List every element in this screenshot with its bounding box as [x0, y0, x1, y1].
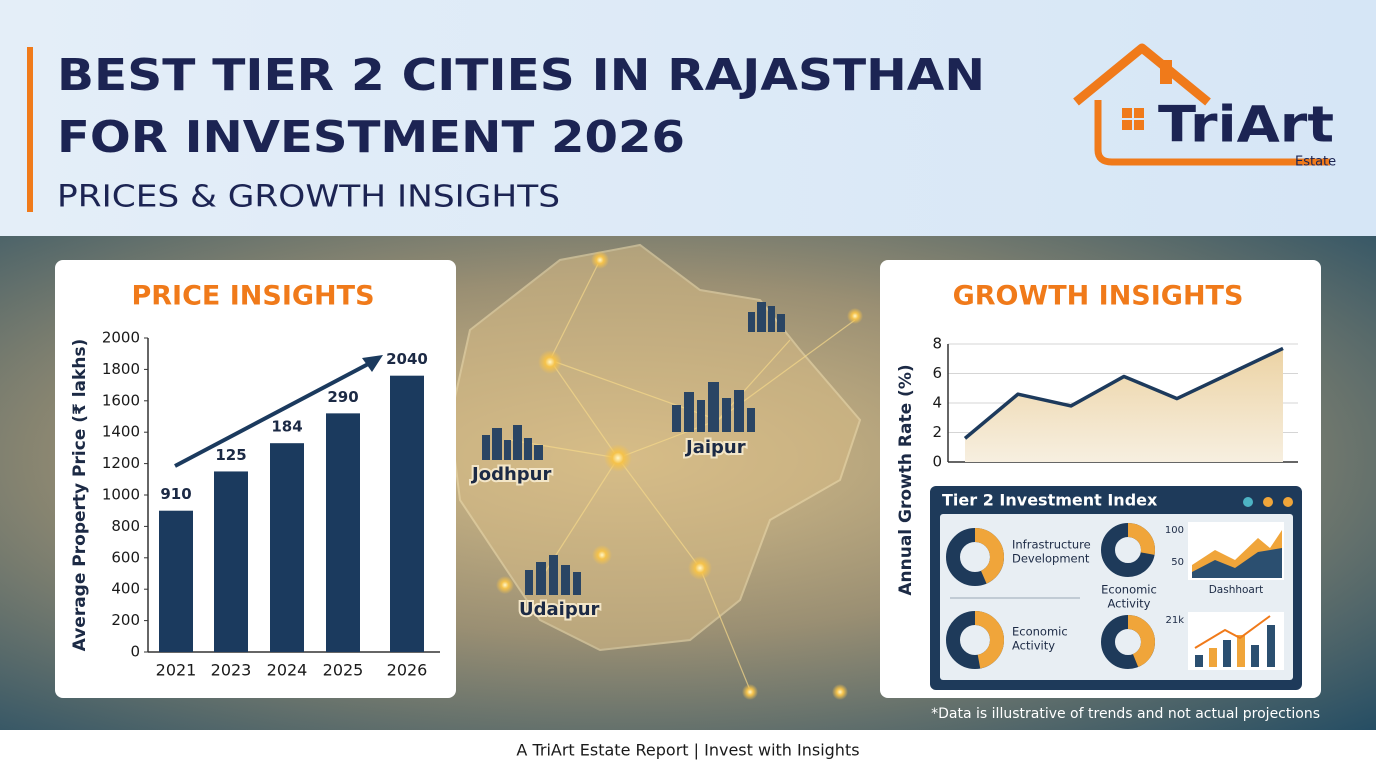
- y-tick-label: 1400: [102, 423, 140, 441]
- y-tick-label: 8: [932, 335, 942, 353]
- y-tick-label: 600: [111, 548, 140, 566]
- x-tick-label: 2026: [387, 661, 428, 680]
- x-tick-label: 2021: [156, 661, 197, 680]
- bar-label: 290: [327, 388, 358, 406]
- bar: [159, 510, 193, 652]
- bar: [214, 471, 248, 652]
- bar-label: 910: [160, 485, 191, 503]
- index-label: Activity: [1012, 639, 1055, 653]
- y-tick-label: 800: [111, 517, 140, 535]
- logo: TriArt Estate: [1073, 43, 1336, 170]
- bar-label: 2040: [386, 350, 428, 368]
- mini-tick: 50: [1171, 557, 1184, 568]
- title-line: BEST TIER 2 CITIES IN RAJASTHAN: [57, 50, 985, 101]
- title-line: FOR INVESTMENT 2026: [57, 112, 685, 163]
- city-label: Jodhpur: [470, 464, 551, 485]
- index-title: Tier 2 Investment Index: [942, 491, 1158, 510]
- y-tick-label: 1200: [102, 454, 140, 472]
- index-label: Economic: [1101, 583, 1157, 597]
- bar: [326, 413, 360, 652]
- y-tick-label: 1000: [102, 486, 140, 504]
- index-label: Development: [1012, 552, 1090, 566]
- city-label: Jaipur: [684, 437, 746, 458]
- y-tick-label: 6: [932, 364, 942, 382]
- logo-tagline: Estate: [1295, 155, 1336, 170]
- y-tick-label: 2: [932, 423, 942, 441]
- trend-arrowhead: [362, 355, 383, 372]
- footer: A TriArt Estate Report | Invest with Ins…: [516, 741, 859, 760]
- line: [963, 346, 1284, 440]
- mini-tick: 21k: [1165, 615, 1184, 626]
- bar-label: 125: [215, 446, 246, 464]
- bar: [270, 443, 304, 652]
- x-tick-label: 2023: [211, 661, 252, 680]
- y-tick-label: 4: [932, 394, 942, 412]
- bar: [390, 375, 424, 652]
- index-label: Activity: [1107, 597, 1150, 611]
- trend-arrow: [174, 360, 373, 468]
- chart-title: PRICE INSIGHTS: [131, 281, 374, 312]
- x-tick-label: 2024: [267, 661, 308, 680]
- x-tick-label: 2025: [323, 661, 364, 680]
- y-tick-label: 1600: [102, 391, 140, 409]
- mini-caption: Dashhoart: [1209, 584, 1264, 596]
- index-label: Infrastructure: [1012, 538, 1091, 552]
- subtitle: PRICES & GROWTH INSIGHTS: [57, 180, 560, 215]
- bar-label: 184: [271, 418, 302, 436]
- map-glows: [496, 251, 863, 700]
- y-tick-label: 200: [111, 611, 140, 629]
- footer-bg: [0, 730, 1376, 768]
- y-tick-label: 0: [932, 453, 942, 471]
- mini-tick: 100: [1165, 525, 1184, 536]
- y-tick-label: 0: [130, 643, 140, 661]
- accent-bar: [27, 47, 33, 212]
- y-tick-label: 2000: [102, 329, 140, 347]
- y-axis-label: Average Property Price (₹ lakhs): [70, 339, 90, 652]
- area: [965, 348, 1283, 462]
- skylines: [482, 302, 785, 595]
- y-axis-label: Annual Growth Rate (%): [896, 364, 916, 595]
- index-label: Economic: [1012, 625, 1068, 639]
- index-panel: [930, 486, 1302, 690]
- footnote: *Data is illustrative of trends and not …: [931, 706, 1320, 722]
- header-bg: [0, 0, 1376, 236]
- city-label: Udaipur: [519, 599, 600, 620]
- logo-name: TriArt: [1158, 96, 1334, 154]
- map-region: [448, 243, 862, 652]
- y-tick-label: 1800: [102, 360, 140, 378]
- y-tick-label: 400: [111, 580, 140, 598]
- chart-title: GROWTH INSIGHTS: [953, 281, 1244, 312]
